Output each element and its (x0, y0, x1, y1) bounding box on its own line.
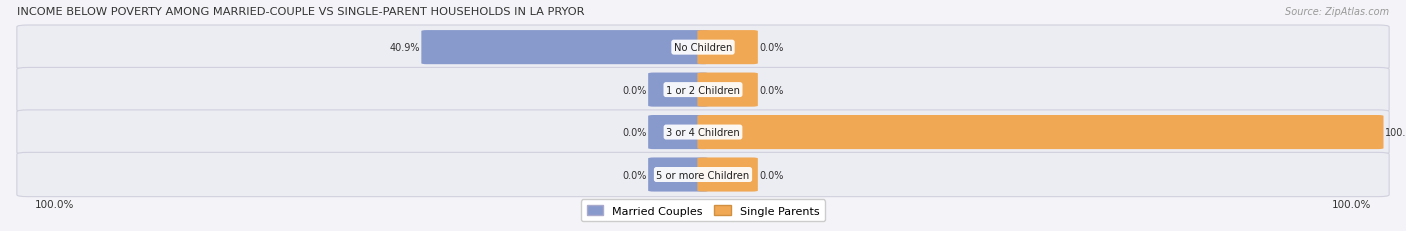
Text: No Children: No Children (673, 43, 733, 53)
FancyBboxPatch shape (648, 116, 709, 149)
Text: 0.0%: 0.0% (759, 85, 783, 95)
Text: 100.0%: 100.0% (1331, 199, 1371, 209)
Text: 1 or 2 Children: 1 or 2 Children (666, 85, 740, 95)
Text: 100.0%: 100.0% (1385, 128, 1406, 137)
Text: 5 or more Children: 5 or more Children (657, 170, 749, 180)
FancyBboxPatch shape (697, 31, 758, 65)
Text: 100.0%: 100.0% (35, 199, 75, 209)
FancyBboxPatch shape (648, 158, 709, 192)
Text: 0.0%: 0.0% (623, 85, 647, 95)
FancyBboxPatch shape (697, 73, 758, 107)
FancyBboxPatch shape (17, 110, 1389, 155)
FancyBboxPatch shape (422, 31, 709, 65)
Text: Source: ZipAtlas.com: Source: ZipAtlas.com (1285, 7, 1389, 17)
FancyBboxPatch shape (648, 73, 709, 107)
Text: 0.0%: 0.0% (759, 43, 783, 53)
Text: 0.0%: 0.0% (759, 170, 783, 180)
FancyBboxPatch shape (697, 116, 1384, 149)
FancyBboxPatch shape (697, 158, 758, 192)
Text: 0.0%: 0.0% (623, 128, 647, 137)
Text: 0.0%: 0.0% (623, 170, 647, 180)
Text: 40.9%: 40.9% (389, 43, 420, 53)
FancyBboxPatch shape (17, 68, 1389, 112)
Legend: Married Couples, Single Parents: Married Couples, Single Parents (581, 200, 825, 221)
Text: INCOME BELOW POVERTY AMONG MARRIED-COUPLE VS SINGLE-PARENT HOUSEHOLDS IN LA PRYO: INCOME BELOW POVERTY AMONG MARRIED-COUPL… (17, 7, 585, 17)
FancyBboxPatch shape (17, 26, 1389, 70)
Text: 3 or 4 Children: 3 or 4 Children (666, 128, 740, 137)
FancyBboxPatch shape (17, 153, 1389, 197)
